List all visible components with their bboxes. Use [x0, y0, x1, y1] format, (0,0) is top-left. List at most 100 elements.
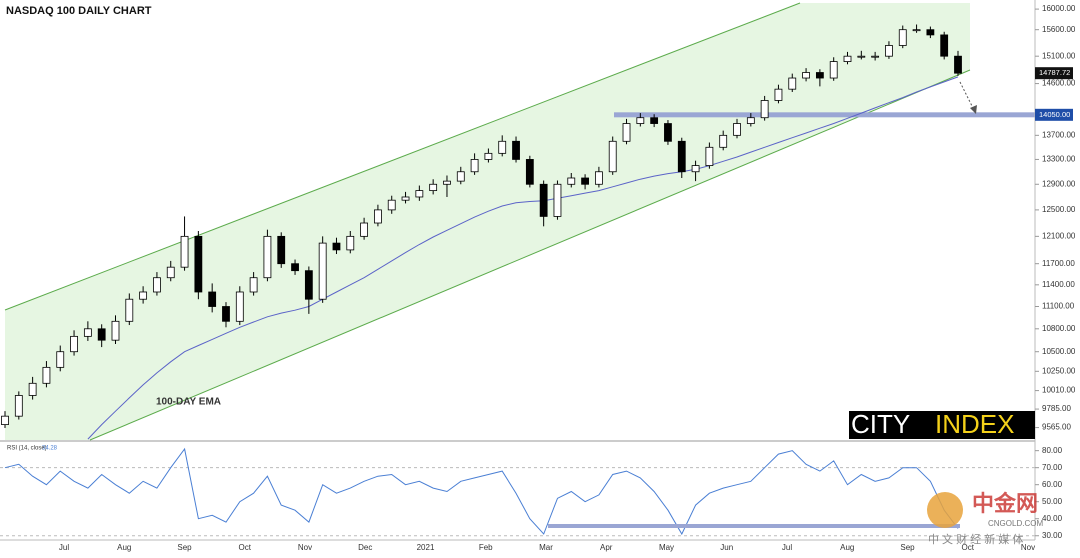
rsi-y-tick-label: 30.00	[1042, 531, 1063, 540]
candle-body	[139, 291, 148, 300]
candle-body	[14, 395, 23, 417]
candle-body	[815, 72, 824, 79]
y-tick-label: 15600.00	[1042, 25, 1076, 34]
arrow-head	[970, 105, 977, 114]
candle-body	[636, 117, 645, 124]
candle-body	[249, 277, 258, 293]
rsi-value: 34.28	[42, 446, 58, 452]
last-price: 14787.72	[1039, 68, 1070, 77]
candle-body	[208, 291, 217, 307]
arrow	[959, 81, 975, 111]
candle-body	[484, 152, 493, 160]
candle-body	[788, 77, 797, 90]
candle-body	[346, 235, 355, 251]
candle-body	[470, 159, 479, 173]
candle-body	[153, 277, 161, 293]
last-price-bg	[1035, 67, 1073, 80]
candle-body	[594, 171, 603, 185]
y-tick-label: 10250.00	[1042, 366, 1076, 375]
candle-body	[622, 123, 631, 142]
level-label: 14050.00	[1039, 110, 1070, 119]
candle-body	[539, 183, 548, 217]
x-tick-label: Aug	[117, 543, 131, 552]
x-tick-label: Apr	[600, 543, 613, 552]
candle-body	[429, 183, 438, 192]
y-tick-label: 16000.00	[1042, 4, 1076, 13]
candle-body	[456, 171, 465, 182]
rsi-y-tick-label: 50.00	[1042, 497, 1063, 506]
y-tick-label: 12100.00	[1042, 231, 1076, 240]
x-tick-label: Mar	[539, 543, 553, 552]
candle-body	[304, 270, 313, 300]
x-tick-label: Feb	[479, 543, 493, 552]
candle-body	[332, 242, 341, 251]
x-tick-label: Jul	[59, 543, 69, 552]
x-tick-label: Jul	[782, 543, 792, 552]
candle-body	[401, 196, 410, 201]
candle-body	[97, 328, 106, 341]
candle-body	[180, 235, 189, 268]
y-tick-label: 10010.00	[1042, 386, 1076, 395]
chart-title: NASDAQ 100 DAILY CHART	[6, 5, 152, 17]
candle-body	[581, 177, 589, 185]
candle-body	[650, 117, 659, 124]
candle-body	[940, 34, 949, 57]
x-tick-label: 2021	[417, 543, 435, 552]
y-tick-label: 13700.00	[1042, 130, 1076, 139]
channel-fill	[5, 3, 970, 440]
candle-body	[512, 140, 520, 160]
candle-body	[760, 100, 769, 119]
candle-body	[194, 235, 203, 293]
logo-left: CITY	[851, 409, 910, 439]
candle-body	[166, 266, 175, 279]
x-tick-label: Sep	[177, 543, 192, 552]
y-tick-label: 14600.00	[1042, 79, 1076, 88]
candle-body	[608, 140, 617, 173]
watermark-icon	[927, 492, 963, 528]
candle-body	[360, 222, 369, 237]
rsi-y-tick-label: 70.00	[1042, 463, 1063, 472]
candle-body	[70, 335, 78, 353]
candle-body	[871, 55, 880, 58]
candle-body	[733, 123, 741, 136]
y-tick-label: 11100.00	[1042, 302, 1075, 311]
watermark-site: CNGOLD.COM	[988, 519, 1043, 528]
candle-body	[857, 55, 866, 58]
candle-body	[443, 180, 451, 185]
logo-box	[849, 411, 1035, 439]
y-tick-label: 11400.00	[1042, 280, 1075, 289]
candle-body	[28, 382, 37, 396]
rsi-line	[4, 447, 959, 536]
candle-body	[222, 306, 230, 322]
candle-body	[664, 123, 672, 142]
candle-body	[843, 55, 852, 62]
candle-body	[691, 165, 700, 173]
candle-body	[498, 140, 507, 154]
x-tick-label: Dec	[358, 543, 372, 552]
candle-body	[291, 263, 299, 272]
y-tick-label: 11700.00	[1042, 259, 1075, 268]
level-label-bg	[1035, 108, 1073, 121]
channel-upper	[4, 2, 801, 311]
y-tick-label: 10800.00	[1042, 324, 1076, 333]
rsi-label: RSI (14, close)	[7, 446, 47, 452]
candle-body	[829, 61, 838, 79]
watermark-slogan: 中 文 财 经 新 媒 体	[928, 532, 1023, 546]
candle-body	[774, 88, 783, 101]
candle-body	[705, 146, 714, 166]
candle-body	[885, 45, 893, 57]
logo-right: INDEX	[935, 409, 1014, 439]
candle-body	[677, 140, 686, 173]
candle-body	[719, 134, 728, 148]
y-tick-label: 12500.00	[1042, 205, 1076, 214]
rsi-y-tick-label: 60.00	[1042, 480, 1063, 489]
y-tick-label: 12900.00	[1042, 179, 1076, 188]
candle-body	[1, 415, 9, 426]
candle-body	[387, 199, 396, 211]
y-tick-label: 13300.00	[1042, 155, 1076, 164]
candle-body	[567, 177, 576, 185]
ema-label: 100-DAY EMA	[156, 397, 221, 408]
y-tick-label: 9785.00	[1042, 404, 1071, 413]
candle-body	[235, 291, 244, 322]
candle-body	[553, 183, 562, 217]
